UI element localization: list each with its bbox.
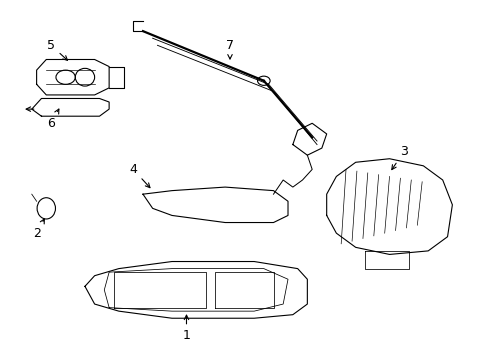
Text: 7: 7 [225,39,234,59]
Text: 3: 3 [391,145,407,170]
Text: 1: 1 [182,315,190,342]
Text: 2: 2 [33,219,44,240]
Text: 5: 5 [47,39,67,60]
Text: 4: 4 [129,163,150,188]
Text: 6: 6 [47,109,59,130]
